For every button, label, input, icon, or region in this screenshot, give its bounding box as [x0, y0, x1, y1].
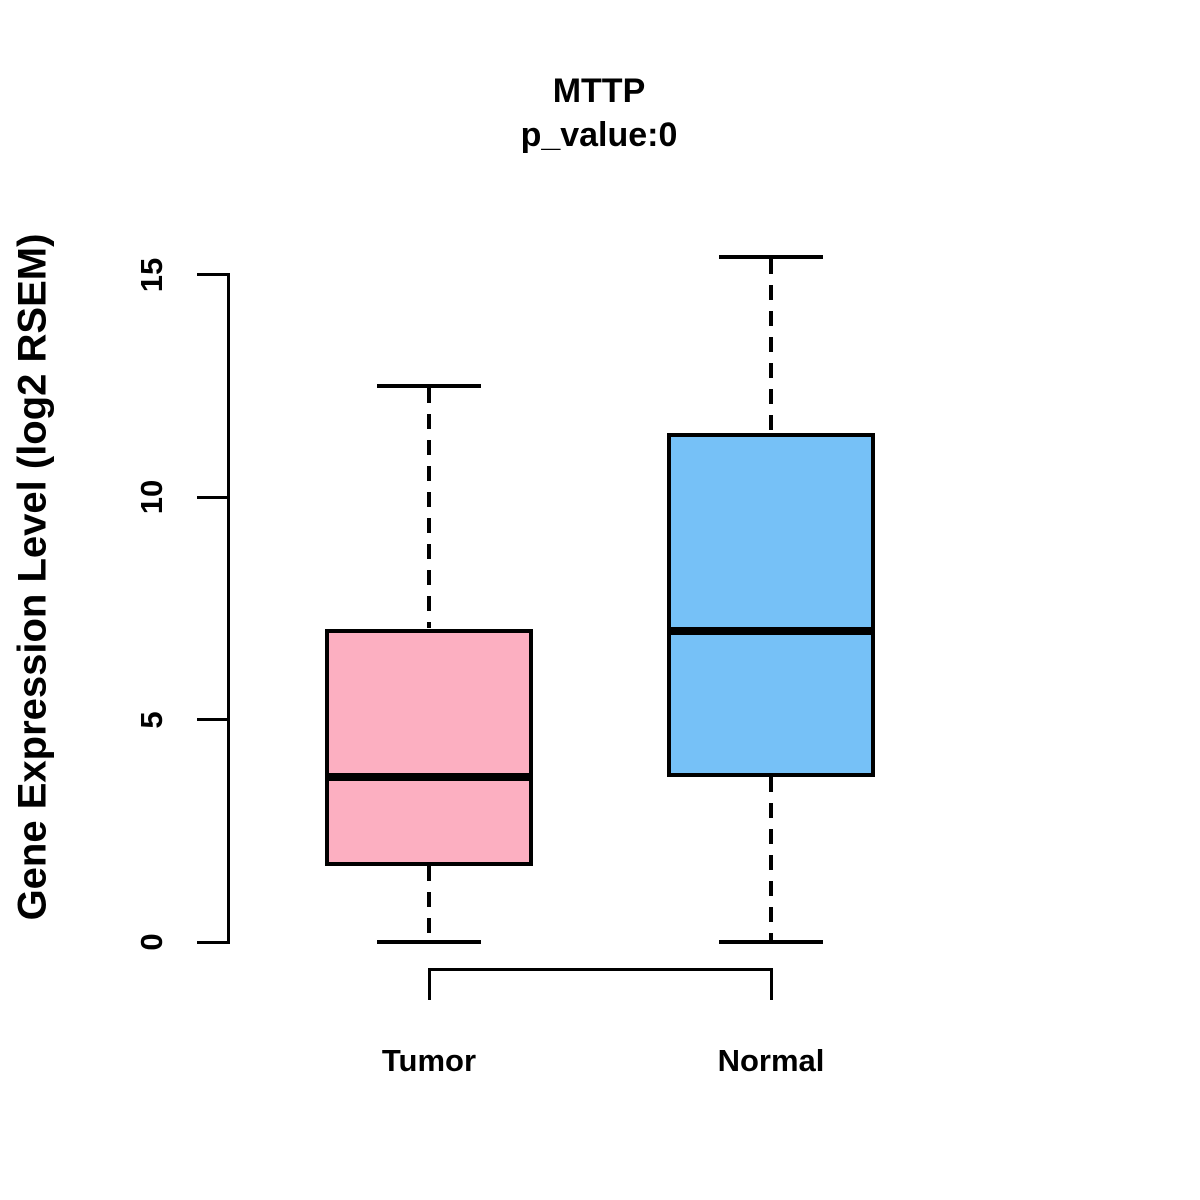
y-axis-line [227, 272, 230, 944]
chart-title: MTTP [552, 72, 646, 110]
median-line-tumor [325, 773, 533, 782]
median-line-normal [667, 626, 875, 635]
lower-whisker-cap-tumor [377, 940, 481, 944]
box-tumor [325, 628, 533, 867]
upper-whisker-cap-normal [719, 255, 823, 260]
y-axis-label: Gene Expression Level (log2 RSEM) [10, 233, 55, 921]
chart-subtitle: p_value:0 [520, 116, 678, 154]
box-normal [667, 432, 875, 778]
x-axis-line [427, 968, 773, 971]
y-axis-tick-label: 0 [134, 933, 169, 951]
y-axis-tick-label: 10 [134, 480, 169, 515]
y-axis-tick [197, 718, 230, 722]
y-axis-tick-label: 5 [134, 711, 169, 729]
x-axis-tick-normal [769, 969, 773, 1000]
x-axis-tick-tumor [427, 969, 431, 1000]
category-label-tumor: Tumor [381, 1043, 477, 1078]
upper-whisker-tumor [427, 388, 431, 629]
y-axis-tick [197, 940, 230, 944]
upper-whisker-cap-tumor [377, 384, 481, 389]
lower-whisker-normal [769, 777, 773, 940]
y-axis-tick [197, 273, 230, 277]
category-label-normal: Normal [717, 1043, 825, 1078]
y-axis-tick [197, 495, 230, 499]
lower-whisker-tumor [427, 866, 431, 940]
upper-whisker-normal [769, 259, 773, 433]
lower-whisker-cap-normal [719, 940, 823, 944]
y-axis-tick-label: 15 [134, 257, 169, 293]
